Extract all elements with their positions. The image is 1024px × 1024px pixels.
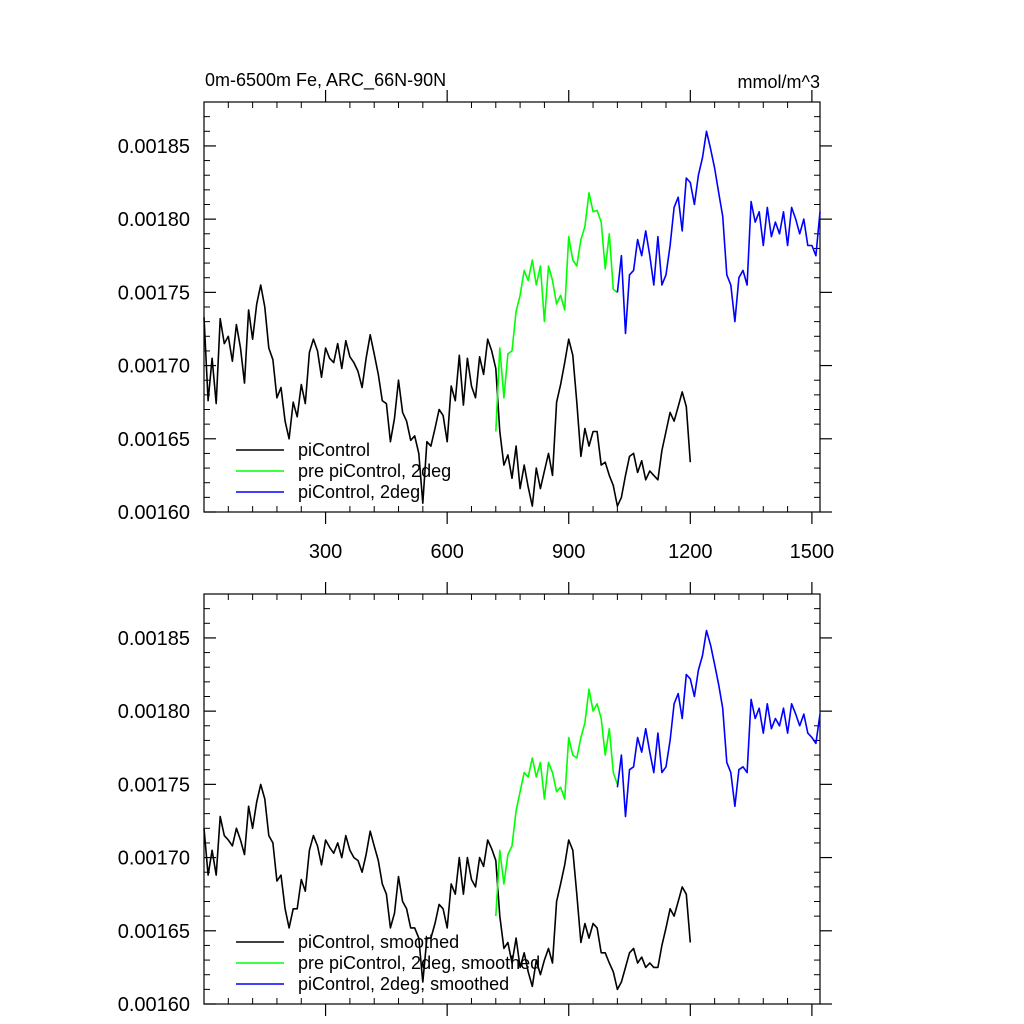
panel-top: 300 600 900 1200 1500 0.00160 0.00165 0.00170 0.… xyxy=(118,90,834,563)
series-line xyxy=(495,688,619,917)
y-tick-label: 0.00170 xyxy=(118,848,190,870)
y-tick-label: 0.00160 xyxy=(118,502,190,524)
series-line xyxy=(203,783,692,991)
legend-label: pre piControl, 2deg, smoothed xyxy=(298,953,540,973)
plot-frame xyxy=(203,101,821,513)
y-tick-label: 0.00165 xyxy=(118,429,190,451)
x-tick-label: 1200 xyxy=(668,541,713,563)
y-tick-label: 0.00175 xyxy=(118,774,190,796)
x-tick-label: 900 xyxy=(552,541,585,563)
series-line xyxy=(616,130,821,335)
chart-title: 0m-6500m Fe, ARC_66N-90N xyxy=(205,70,446,91)
legend-label: piControl, 2deg xyxy=(298,482,420,502)
y-tick-label: 0.00160 xyxy=(118,994,190,1016)
plot-frame xyxy=(203,593,821,1005)
y-tick-label: 0.00185 xyxy=(118,136,190,158)
x-tick-label: 600 xyxy=(430,541,463,563)
series-line xyxy=(495,192,618,432)
y-tick-label: 0.00180 xyxy=(118,701,190,723)
x-tick-label: 1500 xyxy=(790,541,835,563)
y-tick-label: 0.00175 xyxy=(118,282,190,304)
chart-units: mmol/m^3 xyxy=(738,72,820,92)
panel-bottom: 0.00160 0.00165 0.00170 0.00175 0.00180 0.001… xyxy=(118,582,832,1016)
legend-label: piControl, 2deg, smoothed xyxy=(298,974,509,994)
y-tick-label: 0.00180 xyxy=(118,209,190,231)
series-line xyxy=(616,629,821,818)
legend-label: pre piControl, 2deg xyxy=(298,461,451,481)
series-line xyxy=(203,284,692,507)
legend-label: piControl xyxy=(298,440,370,460)
y-tick-label: 0.00165 xyxy=(118,921,190,943)
x-tick-label: 300 xyxy=(309,541,342,563)
y-tick-label: 0.00185 xyxy=(118,628,190,650)
y-tick-label: 0.00170 xyxy=(118,356,190,378)
legend-label: piControl, smoothed xyxy=(298,932,459,952)
